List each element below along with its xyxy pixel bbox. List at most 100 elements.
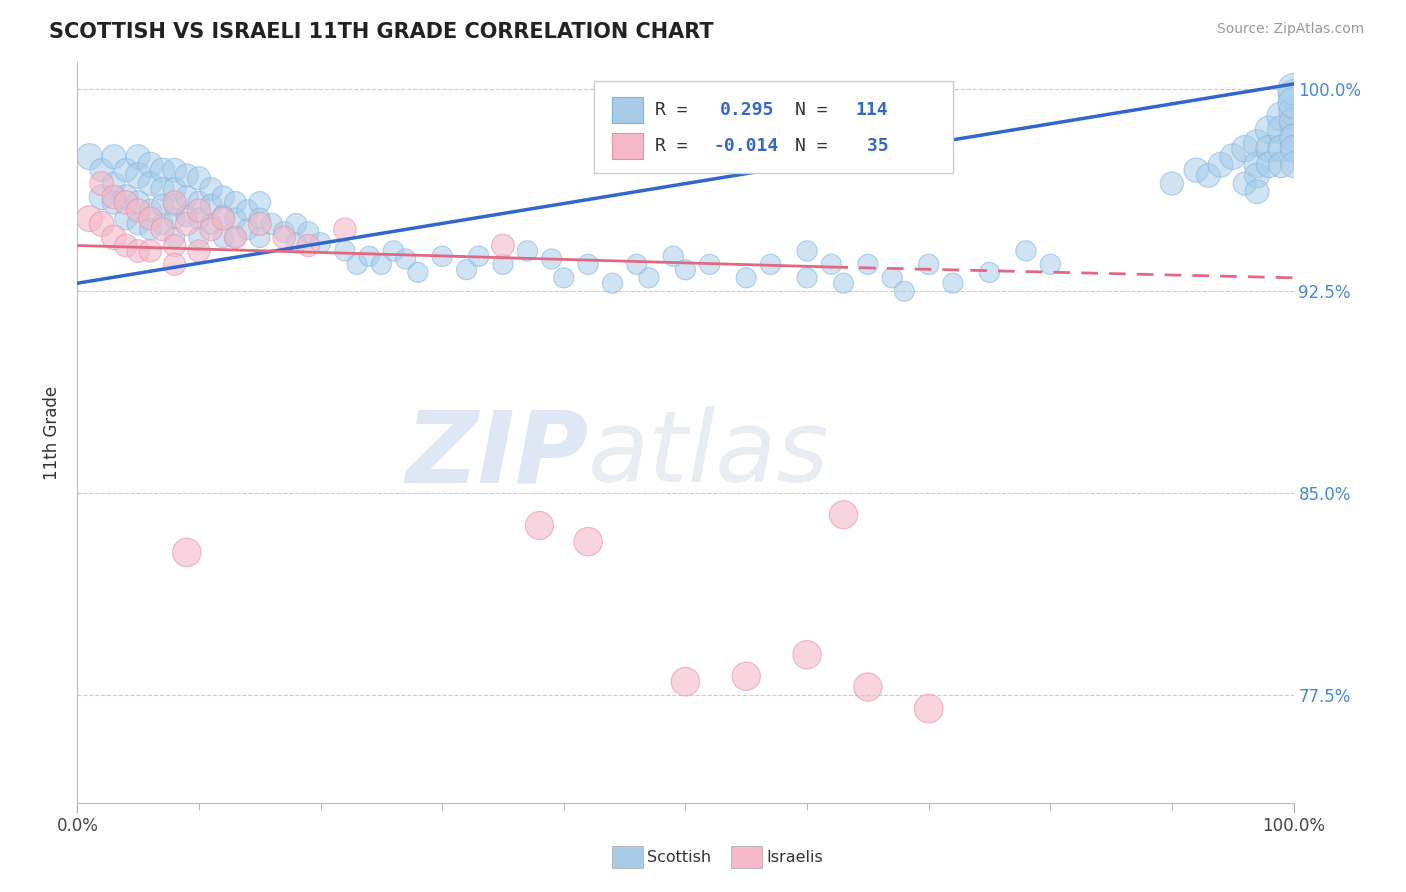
Point: [127, 203, 149, 218]
Point: [1282, 142, 1305, 156]
Point: [492, 257, 515, 271]
Point: [576, 534, 599, 549]
Point: [1282, 158, 1305, 172]
Point: [796, 270, 818, 285]
Text: 114: 114: [856, 101, 889, 120]
Point: [1197, 169, 1219, 183]
Point: [79, 150, 101, 164]
Point: [395, 252, 418, 266]
Point: [176, 545, 198, 559]
Point: [163, 230, 186, 244]
Point: [856, 680, 879, 694]
Point: [139, 158, 162, 172]
Text: N =: N =: [794, 101, 838, 120]
Point: [856, 257, 879, 271]
Point: [1270, 109, 1292, 123]
Point: [139, 211, 162, 226]
Text: 35: 35: [856, 137, 889, 155]
Point: [1282, 103, 1305, 118]
Point: [115, 238, 138, 252]
Point: [285, 217, 308, 231]
Point: [346, 257, 368, 271]
Point: [176, 169, 198, 183]
Point: [430, 249, 453, 263]
Point: [224, 195, 246, 210]
Point: [127, 217, 149, 231]
Point: [675, 262, 697, 277]
Point: [139, 177, 162, 191]
Point: [796, 244, 818, 258]
Point: [200, 222, 222, 236]
Point: [735, 270, 758, 285]
Point: [200, 217, 222, 231]
Point: [103, 150, 125, 164]
Point: [979, 265, 1001, 279]
Point: [152, 217, 174, 231]
Point: [249, 217, 271, 231]
Point: [236, 203, 259, 218]
Point: [1015, 244, 1038, 258]
Point: [832, 276, 855, 290]
Point: [540, 252, 562, 266]
Text: Israelis: Israelis: [766, 850, 823, 864]
Point: [188, 230, 211, 244]
Point: [188, 195, 211, 210]
Point: [1161, 177, 1184, 191]
Point: [456, 262, 478, 277]
Point: [492, 238, 515, 252]
Point: [200, 182, 222, 196]
Point: [139, 244, 162, 258]
Point: [370, 257, 392, 271]
Point: [820, 257, 842, 271]
Point: [236, 222, 259, 236]
Point: [152, 198, 174, 212]
Point: [163, 211, 186, 226]
Point: [103, 177, 125, 191]
Point: [152, 222, 174, 236]
Point: [1282, 131, 1305, 145]
Point: [103, 230, 125, 244]
Text: N =: N =: [794, 137, 838, 155]
Point: [163, 182, 186, 196]
Point: [1039, 257, 1062, 271]
Point: [152, 163, 174, 178]
Point: [602, 276, 624, 290]
Point: [90, 190, 112, 204]
Point: [1258, 158, 1281, 172]
Point: [1258, 122, 1281, 136]
Point: [188, 203, 211, 218]
Text: -0.014: -0.014: [713, 137, 779, 155]
Point: [115, 195, 138, 210]
Point: [200, 198, 222, 212]
Point: [188, 211, 211, 226]
Point: [127, 150, 149, 164]
Point: [273, 225, 295, 239]
Point: [212, 230, 235, 244]
Point: [163, 238, 186, 252]
Point: [163, 163, 186, 178]
Point: [918, 701, 941, 715]
Point: [1246, 185, 1268, 199]
Point: [662, 249, 685, 263]
Text: SCOTTISH VS ISRAELI 11TH GRADE CORRELATION CHART: SCOTTISH VS ISRAELI 11TH GRADE CORRELATI…: [49, 22, 714, 42]
Point: [249, 230, 271, 244]
FancyBboxPatch shape: [595, 81, 953, 173]
Text: ZIP: ZIP: [405, 407, 588, 503]
Point: [576, 257, 599, 271]
Point: [103, 195, 125, 210]
Point: [285, 235, 308, 250]
Point: [553, 270, 575, 285]
Point: [942, 276, 965, 290]
Point: [127, 195, 149, 210]
Point: [152, 182, 174, 196]
Point: [90, 217, 112, 231]
Point: [1270, 142, 1292, 156]
Point: [626, 257, 648, 271]
Point: [224, 211, 246, 226]
Point: [163, 257, 186, 271]
Point: [115, 190, 138, 204]
Point: [224, 230, 246, 244]
Point: [139, 222, 162, 236]
Point: [188, 171, 211, 186]
Text: 0.295: 0.295: [720, 101, 773, 120]
